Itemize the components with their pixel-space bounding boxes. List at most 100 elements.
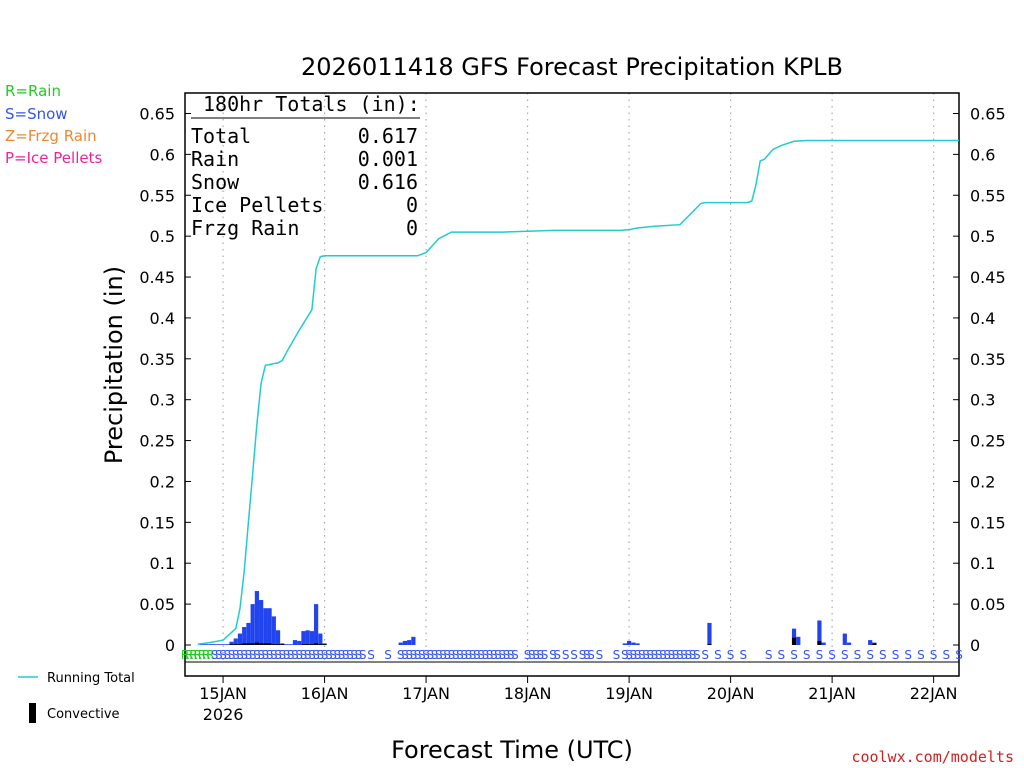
precip-bar — [199, 644, 205, 645]
precip-bar — [229, 641, 234, 645]
ptype-snow: S — [486, 648, 494, 662]
precip-bar — [842, 633, 847, 645]
convective-bar — [237, 644, 243, 645]
precip-bar — [208, 644, 213, 645]
ptype-snow: S — [481, 648, 489, 662]
totals-value-total: 0.617 — [358, 124, 418, 148]
ptype-snow: S — [651, 648, 659, 662]
ptype-snow: S — [498, 648, 506, 662]
convective-bar — [242, 643, 247, 645]
precip-bar — [246, 622, 251, 645]
convective-bar — [817, 640, 822, 645]
ptype-snow: S — [917, 648, 925, 662]
ptype-snow: S — [790, 648, 798, 662]
ptype-snow: S — [266, 648, 274, 662]
x-axis: 15JAN 2026 16JAN 17JAN 18JAN 19JAN 20JAN 21JAN 2… — [199, 676, 957, 724]
precip-bar — [821, 642, 826, 645]
ptype-snow: S — [613, 648, 621, 662]
ptype-snow: S — [359, 648, 367, 662]
convective-bar — [314, 643, 319, 645]
ptype-snow: S — [245, 648, 253, 662]
ptype-snow: S — [727, 648, 735, 662]
precip-bar — [250, 604, 255, 645]
ptype-snow: S — [524, 648, 532, 662]
running-total-line — [197, 139, 959, 645]
convective-bar — [233, 644, 238, 645]
plot-frame — [184, 92, 960, 677]
convective-bar — [322, 644, 327, 645]
ptype-snow: S — [300, 648, 308, 662]
legend-convective: Convective — [47, 707, 120, 722]
ptype-snow: S — [511, 648, 519, 662]
ptype-snow: S — [828, 648, 836, 662]
gridlines — [222, 93, 935, 662]
precip-bar — [225, 644, 230, 645]
convective-bar — [318, 644, 323, 645]
convective-bar — [305, 644, 310, 645]
ptype-snow: S — [232, 648, 240, 662]
ptype-snow: S — [317, 648, 325, 662]
ptype-snow: S — [431, 648, 439, 662]
convective-bar — [259, 643, 264, 645]
ptype-snow: S — [211, 648, 219, 662]
y-tick-label: 0.55 — [139, 186, 175, 205]
ptype-snow: S — [452, 648, 460, 662]
ptype-snow: S — [490, 648, 498, 662]
y-tick-label-right: 0 — [970, 636, 980, 655]
ptype-snow: S — [642, 648, 650, 662]
convective-bar — [791, 637, 797, 645]
ptype-snow: S — [659, 648, 667, 662]
legend-convective-swatch — [29, 703, 36, 723]
ptype-snow: S — [342, 648, 350, 662]
x-axis-label: Forecast Time (UTC) — [391, 736, 633, 764]
totals-box: 180hr Totals (in): Total 0.617 Rain 0.00… — [191, 92, 420, 240]
ptype-snow: S — [803, 648, 811, 662]
precip-bar — [212, 644, 217, 645]
ptype-snow: S — [879, 648, 887, 662]
precip-bar — [791, 628, 797, 645]
precip-bar — [626, 640, 632, 645]
y-tick-label-right: 0.55 — [970, 186, 1006, 205]
precip-bar — [275, 630, 281, 645]
y-tick-label-right: 0.35 — [970, 350, 1006, 369]
ptype-snow: S — [338, 648, 346, 662]
y-tick-label: 0.25 — [139, 432, 175, 451]
y-tick-label-right: 0.25 — [970, 432, 1006, 451]
precip-bar — [220, 644, 226, 645]
ptype-snow: S — [443, 648, 451, 662]
convective-bar — [267, 643, 272, 645]
precip-bar — [402, 640, 408, 645]
precip-type-legend: R=Rain S=Snow Z=Frzg Rain P=Ice Pellets — [5, 82, 102, 167]
precip-bar — [398, 642, 403, 645]
ptype-snow: S — [346, 648, 354, 662]
y-tick-label-right: 0.15 — [970, 513, 1006, 532]
y-tick-label-right: 0.6 — [970, 145, 995, 164]
ptype-rain: R — [194, 648, 202, 662]
ptype-snow: S — [410, 648, 418, 662]
ptype-snow: S — [308, 648, 316, 662]
ptype-snow: S — [778, 648, 786, 662]
precip-bar — [204, 644, 209, 645]
x-tick-label: 21JAN — [808, 684, 856, 703]
y-tick-label: 0.15 — [139, 513, 175, 532]
precip-bar — [411, 636, 416, 645]
ptype-snow: S — [587, 648, 595, 662]
convective-bar — [275, 644, 281, 645]
ptype-snow: S — [646, 648, 654, 662]
ptype-snow: S — [663, 648, 671, 662]
convective-bar — [250, 643, 255, 645]
y-tick-label-right: 0.65 — [970, 105, 1006, 124]
ptype-snow: S — [532, 648, 540, 662]
ptype-snow: S — [223, 648, 231, 662]
convective-bar — [872, 643, 877, 645]
legend-rain: R=Rain — [5, 82, 61, 100]
y-tick-label: 0 — [165, 636, 175, 655]
ptype-snow: S — [215, 648, 223, 662]
ptype-rain: R — [181, 648, 189, 662]
convective-bar — [280, 644, 285, 645]
y-tick-label: 0.05 — [139, 595, 175, 614]
ptype-snow: S — [655, 648, 663, 662]
ptype-snow: S — [329, 648, 337, 662]
ptype-snow: S — [414, 648, 422, 662]
